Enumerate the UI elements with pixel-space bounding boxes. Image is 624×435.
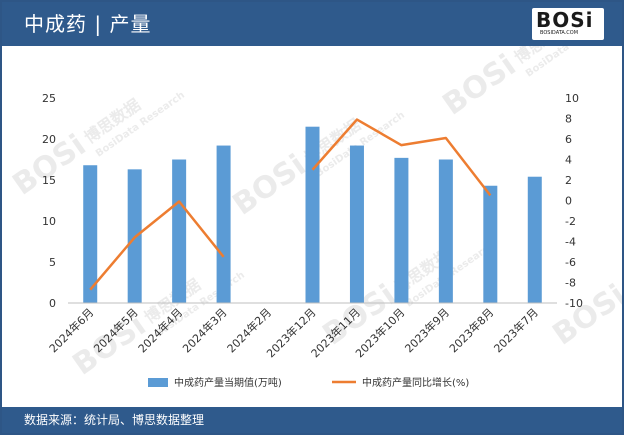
data-source: 数据来源：统计局、博思数据整理 [24, 413, 205, 427]
y-left-tick-label: 25 [42, 92, 56, 105]
line-segment-0 [89, 200, 225, 291]
y-right-tick-label: -8 [565, 277, 576, 290]
y-left-tick-label: 10 [42, 215, 56, 228]
logo-text: BOSi [536, 8, 594, 32]
bar-5 [305, 126, 320, 303]
y-left-tick-label: 5 [49, 256, 56, 269]
watermark-logo: BOSi [547, 278, 622, 353]
bar-3 [216, 145, 231, 303]
bosi-logo: BOSi BOSIDATA.COM [532, 8, 604, 40]
y-left-tick-label: 20 [42, 133, 56, 146]
y-right-tick-label: 2 [565, 174, 572, 187]
bar-2 [172, 159, 187, 303]
bar-10 [527, 176, 542, 303]
logo-subtext: BOSIDATA.COM [540, 30, 579, 36]
bar-0 [83, 165, 98, 303]
watermark-cn: 博思数据 [621, 245, 622, 297]
line-segment-1 [311, 118, 492, 197]
bar-9 [483, 185, 498, 303]
header-bar: 中成药 | 产量 BOSi BOSIDATA.COM [2, 2, 622, 46]
y-right-tick-label: 4 [565, 154, 572, 167]
bar-7 [394, 157, 409, 303]
y-right-tick-label: -6 [565, 256, 576, 269]
bar-6 [349, 145, 364, 303]
y-left-tick-label: 0 [49, 297, 56, 310]
y-right-tick-label: 0 [565, 195, 572, 208]
legend-bar-label: 中成药产量当期值(万吨) [174, 376, 282, 389]
y-right-tick-label: 8 [565, 113, 572, 126]
bar-8 [438, 159, 453, 303]
y-right-tick-label: -10 [565, 297, 583, 310]
watermark-logo: BOSi [437, 48, 523, 123]
y-right-tick-label: 10 [565, 92, 579, 105]
y-right-tick-label: -2 [565, 215, 576, 228]
y-right-tick-label: -4 [565, 236, 576, 249]
x-tick-label: 2023年8月 [446, 305, 496, 355]
y-left-tick-label: 15 [42, 174, 56, 187]
legend: 中成药产量当期值(万吨) 中成药产量同比增长(%) [148, 376, 469, 389]
watermark-logo: BOSi [227, 148, 313, 223]
x-tick-label: 2023年7月 [491, 305, 541, 355]
y-right-tick-label: 6 [565, 133, 572, 146]
legend-bar-swatch [148, 378, 168, 387]
chart-title: 中成药 | 产量 [24, 12, 152, 36]
x-tick-label: 2023年9月 [402, 305, 452, 355]
legend-line-label: 中成药产量同比增长(%) [362, 376, 469, 389]
footer-bar: 数据来源：统计局、博思数据整理 [2, 407, 622, 433]
